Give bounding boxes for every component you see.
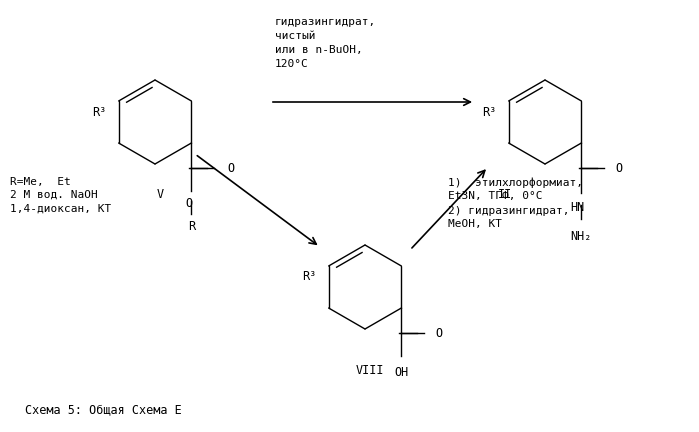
Text: 2 М вод. NaOH
1,4-диоксан, КТ: 2 М вод. NaOH 1,4-диоксан, КТ bbox=[10, 190, 111, 214]
Text: R³: R³ bbox=[303, 270, 317, 283]
Text: O: O bbox=[186, 197, 193, 210]
Text: OH: OH bbox=[394, 366, 408, 379]
Text: V: V bbox=[157, 187, 164, 200]
Text: R³: R³ bbox=[482, 105, 497, 118]
Text: гидразингидрат,
чистый
или в n-BuOH,
120°C: гидразингидрат, чистый или в n-BuOH, 120… bbox=[275, 17, 376, 69]
Text: O: O bbox=[615, 162, 622, 175]
Text: O: O bbox=[435, 327, 442, 340]
Text: R³: R³ bbox=[92, 105, 107, 118]
Text: HN: HN bbox=[570, 201, 584, 214]
Text: II: II bbox=[498, 187, 512, 200]
Text: R: R bbox=[188, 220, 195, 233]
Text: 1)  этилхлорформиат,
Et3N, ТГФ, 0°C
2) гидразингидрат,
MeOH, КТ: 1) этилхлорформиат, Et3N, ТГФ, 0°C 2) ги… bbox=[448, 177, 583, 229]
Text: Схема 5: Общая Схема Е: Схема 5: Общая Схема Е bbox=[25, 403, 182, 416]
Text: VIII: VIII bbox=[356, 365, 384, 378]
Text: R=Me,  Et: R=Me, Et bbox=[10, 177, 71, 187]
Text: O: O bbox=[227, 162, 234, 175]
Text: NH₂: NH₂ bbox=[570, 230, 592, 243]
